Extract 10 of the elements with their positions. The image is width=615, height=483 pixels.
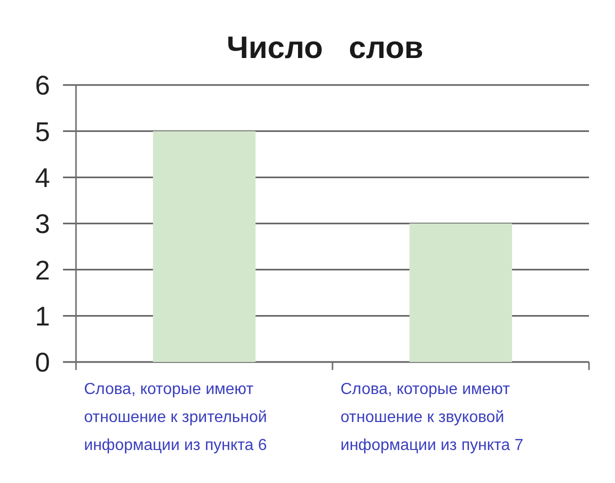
y-tick-label: 3 bbox=[34, 209, 50, 240]
y-tick-label: 6 bbox=[34, 70, 50, 101]
y-tick-label: 5 bbox=[34, 116, 50, 147]
y-tick-label: 0 bbox=[34, 348, 50, 378]
y-tick-label: 4 bbox=[34, 163, 50, 194]
y-tick-label: 2 bbox=[34, 255, 50, 286]
x-tick-label: Слова, которые имеют отношение к звуковой информации из пункта 7 bbox=[340, 381, 524, 454]
chart-title: Число слов bbox=[226, 30, 424, 65]
y-tick-label: 1 bbox=[34, 302, 50, 332]
x-tick-label: Слова, которые имеют отношение к зрительной информации из пункта 6 bbox=[84, 381, 268, 454]
